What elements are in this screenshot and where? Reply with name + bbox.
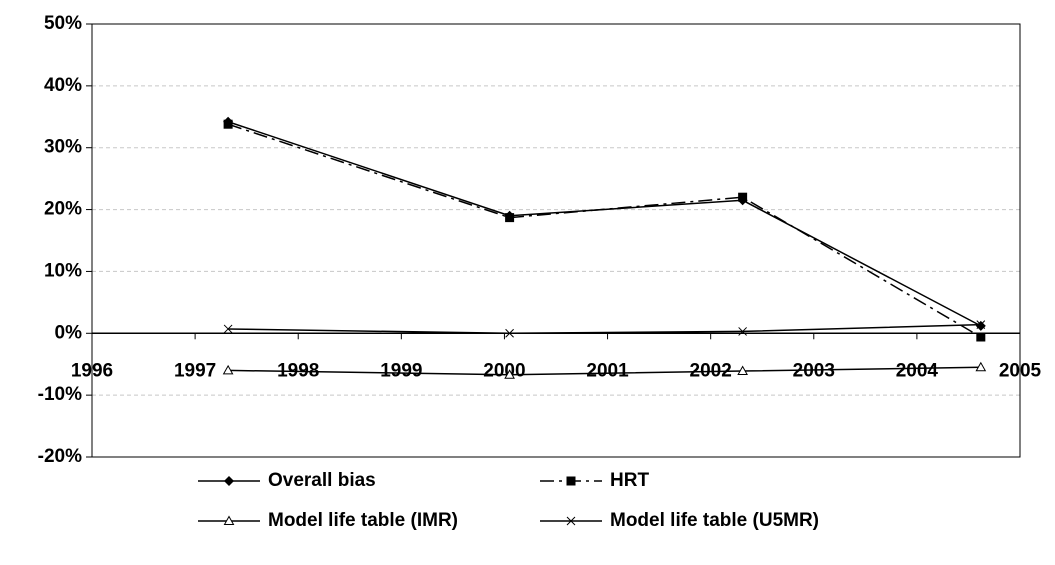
legend-marker bbox=[223, 515, 235, 525]
marker bbox=[504, 369, 515, 379]
x-tick-label: 1996 bbox=[71, 360, 113, 381]
x-tick-label: 1997 bbox=[174, 360, 216, 381]
x-tick-label: 2003 bbox=[793, 360, 835, 381]
marker bbox=[223, 119, 233, 129]
series-line bbox=[228, 323, 981, 335]
y-tick-label: 40% bbox=[44, 75, 82, 96]
marker bbox=[737, 365, 748, 376]
plot-border bbox=[91, 23, 1021, 458]
x-tick-label: 2001 bbox=[586, 360, 629, 381]
series-line bbox=[227, 123, 982, 338]
marker bbox=[738, 192, 748, 202]
legend-item: Overall bias bbox=[198, 470, 376, 491]
legend-label: Model life table (IMR) bbox=[268, 510, 458, 531]
x-tick-label: 2000 bbox=[483, 360, 525, 381]
x-tick-label: 2004 bbox=[896, 360, 939, 381]
marker bbox=[505, 328, 514, 338]
legend-marker bbox=[566, 476, 576, 486]
marker bbox=[223, 324, 233, 334]
x-tick-label: 1999 bbox=[380, 360, 422, 381]
y-tick-label: 0% bbox=[55, 322, 83, 343]
y-tick-label: -10% bbox=[38, 384, 82, 405]
legend-label: HRT bbox=[610, 470, 649, 491]
y-tick-label: 30% bbox=[44, 137, 82, 158]
y-tick-label: -20% bbox=[38, 446, 82, 467]
legend-item: Model life table (U5MR) bbox=[540, 510, 819, 531]
marker bbox=[975, 361, 987, 372]
marker bbox=[505, 213, 515, 223]
marker bbox=[976, 332, 986, 342]
y-tick-label: 50% bbox=[44, 13, 82, 34]
marker bbox=[975, 320, 986, 331]
y-tick-label: 20% bbox=[44, 199, 82, 220]
legend-marker bbox=[566, 516, 576, 526]
x-tick-label: 2005 bbox=[999, 360, 1042, 381]
series-line bbox=[227, 121, 982, 327]
marker bbox=[738, 327, 747, 336]
legend-item: Model life table (IMR) bbox=[198, 510, 458, 531]
marker bbox=[222, 364, 234, 375]
legend-label: Model life table (U5MR) bbox=[610, 510, 819, 531]
legend-label: Overall bias bbox=[268, 470, 376, 491]
y-tick-label: 10% bbox=[44, 260, 82, 281]
marker bbox=[976, 320, 986, 329]
legend-marker bbox=[224, 476, 234, 486]
legend-item: HRT bbox=[540, 470, 649, 491]
series-line bbox=[228, 366, 981, 376]
